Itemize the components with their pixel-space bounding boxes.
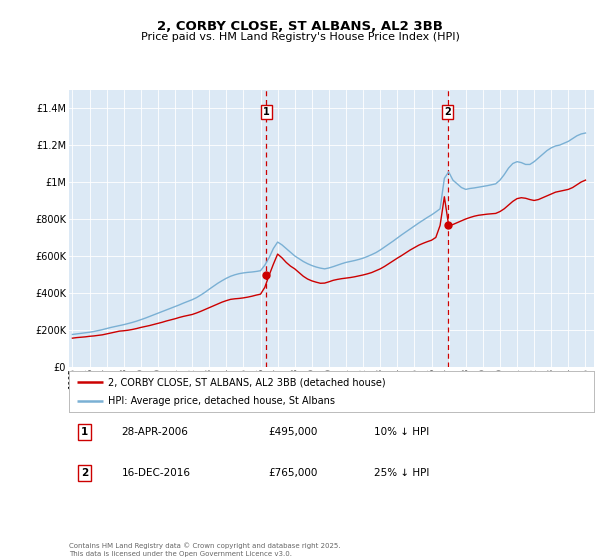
Text: 1: 1: [81, 427, 88, 437]
Text: 2: 2: [81, 468, 88, 478]
Text: 25% ↓ HPI: 25% ↓ HPI: [373, 468, 429, 478]
Text: HPI: Average price, detached house, St Albans: HPI: Average price, detached house, St A…: [109, 396, 335, 405]
Text: 28-APR-2006: 28-APR-2006: [121, 427, 188, 437]
Text: Contains HM Land Registry data © Crown copyright and database right 2025.
This d: Contains HM Land Registry data © Crown c…: [69, 543, 341, 557]
Text: Price paid vs. HM Land Registry's House Price Index (HPI): Price paid vs. HM Land Registry's House …: [140, 32, 460, 42]
Text: 10% ↓ HPI: 10% ↓ HPI: [373, 427, 429, 437]
Text: £495,000: £495,000: [269, 427, 318, 437]
Text: 16-DEC-2016: 16-DEC-2016: [121, 468, 191, 478]
Text: £765,000: £765,000: [269, 468, 318, 478]
Text: 2, CORBY CLOSE, ST ALBANS, AL2 3BB: 2, CORBY CLOSE, ST ALBANS, AL2 3BB: [157, 20, 443, 32]
Text: 2, CORBY CLOSE, ST ALBANS, AL2 3BB (detached house): 2, CORBY CLOSE, ST ALBANS, AL2 3BB (deta…: [109, 377, 386, 387]
Text: 2: 2: [445, 107, 451, 117]
Text: 1: 1: [263, 107, 269, 117]
